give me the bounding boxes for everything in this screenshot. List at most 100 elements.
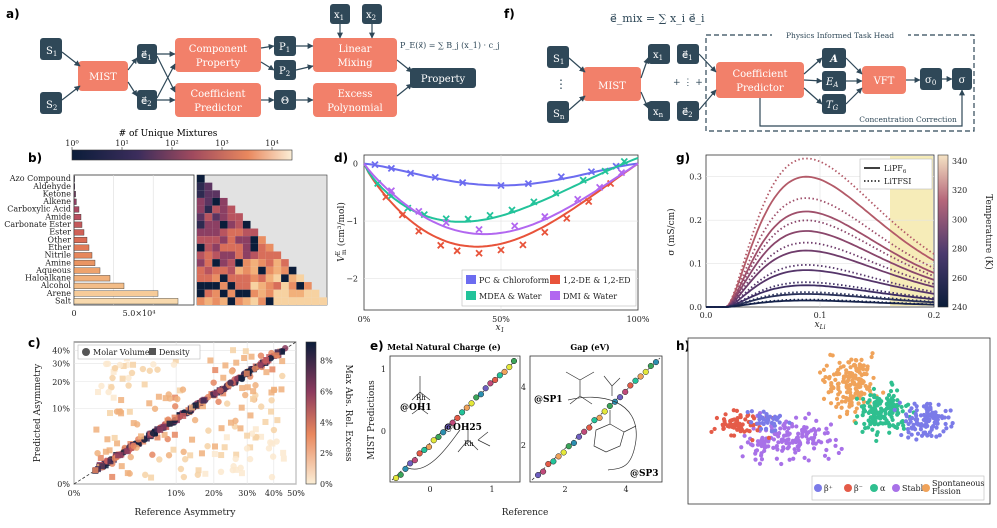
embedding-point [927, 418, 932, 423]
embedding-point [755, 428, 760, 433]
component-property-line2: Property [196, 58, 241, 69]
embedding-point [897, 400, 902, 405]
e-right-point [601, 408, 608, 415]
heatmap-cell [204, 289, 213, 298]
embedding-point [825, 430, 830, 435]
property-node [410, 68, 476, 88]
molar-volume-point [180, 473, 188, 481]
lipf6-curve [706, 249, 935, 308]
heatmap-cell [197, 190, 205, 198]
embedding-point [723, 422, 728, 427]
embedding-point [914, 417, 920, 422]
e-right-point [570, 439, 577, 447]
density-point [271, 386, 278, 393]
series-marker-2 [620, 157, 628, 166]
heatmap-cell [227, 213, 236, 221]
embedding-point [831, 372, 837, 377]
density-point [269, 440, 276, 447]
heatmap-cell [281, 274, 289, 283]
embedding-point [904, 414, 909, 419]
embedding-point [793, 450, 798, 455]
embedding-point [946, 415, 951, 420]
e-left-point [430, 437, 437, 444]
heatmap-cell [212, 274, 220, 283]
embedding-point [755, 442, 761, 447]
density-point [119, 375, 126, 382]
e-right-point [540, 468, 547, 475]
d-legend-swatch [466, 291, 476, 300]
panel-a-arrows [61, 24, 413, 103]
heatmap-cell [242, 274, 251, 283]
embedding-point [844, 396, 849, 401]
embedding-point [886, 420, 891, 425]
e-left-point [392, 474, 400, 482]
embedding-point [823, 374, 828, 380]
heatmap-cell [197, 274, 205, 283]
embedding-point [763, 426, 769, 431]
g-ytick: 0.0 [689, 303, 702, 312]
heatmap-cell [197, 220, 205, 229]
heatmap-cell [304, 282, 312, 290]
density-point [237, 425, 244, 432]
embedding-point [769, 420, 775, 426]
d-series [363, 156, 639, 257]
series-marker-3 [387, 187, 396, 195]
heatmap-cell [212, 190, 220, 198]
embedding-point [875, 410, 880, 415]
embedding-point [872, 422, 877, 427]
density-point [223, 434, 230, 441]
embedding-point [860, 429, 865, 434]
molar-volume-point [268, 473, 276, 481]
h-legend-marker [814, 484, 822, 492]
e-left-point [459, 409, 466, 416]
h-legend-label: Spontaneous [932, 479, 985, 488]
e-right-point [632, 377, 639, 384]
f-x1-label: x1 [653, 50, 663, 62]
density-point [109, 473, 116, 480]
embedding-point [839, 399, 845, 404]
h-legend-marker [892, 484, 900, 492]
density-point [218, 452, 225, 459]
g-ylabel: σ (mS/cm) [666, 208, 677, 255]
embedding-point [761, 409, 766, 414]
e1-label: e⃗1 [141, 50, 152, 62]
molar-volume-point [217, 387, 224, 394]
embedding-point [914, 437, 919, 442]
heatmap-cell [204, 297, 213, 305]
d-legend-label: DMI & Water [563, 292, 617, 301]
theta-label: Θ [281, 96, 289, 107]
x2-node [362, 4, 382, 24]
bar-amide [73, 214, 82, 221]
panel-b-label: b) [28, 151, 42, 165]
embedding-point [777, 430, 782, 436]
panel-g-label: g) [676, 151, 690, 165]
series-marker-0 [497, 181, 505, 190]
embedding-point [833, 377, 838, 382]
series-line-3 [363, 162, 639, 236]
e-left-point [510, 357, 518, 365]
molar-volume-point [139, 365, 147, 373]
embedding-point [888, 389, 894, 394]
series-marker-1 [415, 227, 423, 235]
density-point [120, 363, 127, 370]
density-point [148, 474, 155, 481]
h-legend-label: β⁺ [824, 484, 833, 493]
ann-oh25: @OH25 [444, 423, 482, 433]
panel-h-label: h) [676, 339, 690, 353]
molar-volume-point [232, 455, 239, 463]
molar-volume-point [246, 455, 254, 463]
series-marker-3 [617, 168, 626, 177]
d-legend: PC & Chloroform 1,2-DE & 1,2-ED MDEA & Wat… [461, 269, 637, 307]
density-point [230, 347, 237, 354]
embedding-point [750, 443, 755, 448]
density-point [154, 434, 161, 441]
embedding-point [759, 440, 764, 446]
panel-d: d) 0% 50% 100% 0 −1 −2 x1 VEm(cm³/mol) PC & C… [334, 151, 650, 334]
panel-f-label: f) [504, 7, 515, 21]
heatmap-cell [212, 259, 220, 267]
series-marker-2 [530, 198, 538, 206]
embedding-point [838, 365, 843, 370]
molar-volume-point [127, 453, 134, 461]
g-xlabel: xLi [815, 320, 826, 331]
